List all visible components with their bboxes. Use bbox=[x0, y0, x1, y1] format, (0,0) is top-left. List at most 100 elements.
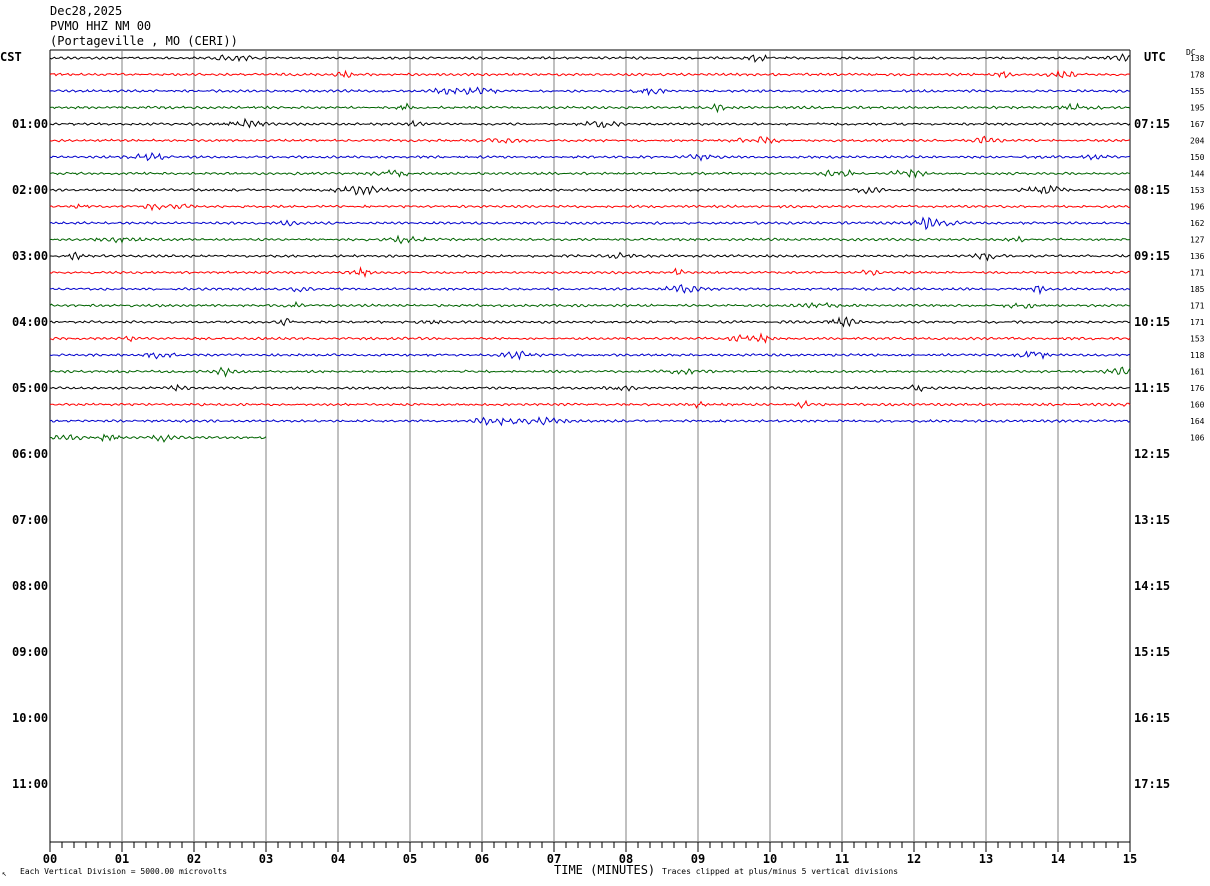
dc-offset-label: 153 bbox=[1190, 335, 1205, 344]
seismic-traces bbox=[49, 53, 1131, 443]
dc-offset-label: 144 bbox=[1190, 170, 1205, 179]
dc-offset-label: 160 bbox=[1190, 401, 1205, 410]
trace-line bbox=[49, 300, 1131, 309]
right-timezone-label: UTC bbox=[1144, 50, 1166, 64]
trace-line bbox=[49, 383, 1130, 393]
dc-offset-label: 171 bbox=[1190, 269, 1205, 278]
dc-offset-label: 171 bbox=[1190, 318, 1205, 327]
right-hour-label: 10:15 bbox=[1134, 315, 1170, 329]
left-hour-label: 09:00 bbox=[12, 645, 48, 659]
left-hour-label: 06:00 bbox=[12, 447, 48, 461]
dc-offset-label: 178 bbox=[1190, 71, 1205, 80]
x-tick-label: 04 bbox=[331, 852, 345, 866]
dc-label: DC bbox=[1186, 48, 1196, 57]
left-hour-label: 03:00 bbox=[12, 249, 48, 263]
right-hour-label: 14:15 bbox=[1134, 579, 1170, 593]
grid-lines bbox=[49, 49, 1131, 843]
left-hour-label: 10:00 bbox=[12, 711, 48, 725]
x-tick-label: 11 bbox=[835, 852, 849, 866]
x-axis-title: TIME (MINUTES) bbox=[554, 863, 656, 877]
x-tick-label: 07 bbox=[547, 852, 561, 866]
left-hour-label: 08:00 bbox=[12, 579, 48, 593]
left-timezone-label: CST bbox=[0, 50, 22, 64]
x-tick-label: 05 bbox=[403, 852, 417, 866]
dc-offset-label: 118 bbox=[1190, 351, 1205, 360]
x-tick-label: 14 bbox=[1051, 852, 1065, 866]
trace-line bbox=[49, 135, 1131, 145]
left-hour-label: 07:00 bbox=[12, 513, 48, 527]
right-hour-label: 13:15 bbox=[1134, 513, 1170, 527]
trace-line bbox=[49, 216, 1131, 231]
dc-offset-label: 136 bbox=[1190, 252, 1205, 261]
trace-line bbox=[49, 53, 1131, 63]
dc-offset-label: 164 bbox=[1190, 417, 1205, 426]
dc-offset-label: 138 bbox=[1190, 54, 1205, 63]
left-hour-label: 05:00 bbox=[12, 381, 48, 395]
x-tick-label: 12 bbox=[907, 852, 921, 866]
clip-note: Traces clipped at plus/minus 5 vertical … bbox=[662, 867, 899, 876]
right-hour-label: 11:15 bbox=[1134, 381, 1170, 395]
dc-offset-label: 196 bbox=[1190, 203, 1205, 212]
x-tick-label: 00 bbox=[43, 852, 57, 866]
trace-line bbox=[50, 433, 267, 443]
dc-offset-label: 167 bbox=[1190, 120, 1205, 129]
dc-offset-label: 153 bbox=[1190, 186, 1205, 195]
trace-line bbox=[49, 86, 1131, 97]
dc-offset-label: 185 bbox=[1190, 285, 1205, 294]
trace-line bbox=[49, 350, 1131, 361]
trace-line bbox=[49, 102, 1131, 114]
dc-offset-label: 155 bbox=[1190, 87, 1205, 96]
header-location: (Portageville , MO (CERI)) bbox=[50, 34, 238, 48]
x-tick-label: 06 bbox=[475, 852, 489, 866]
trace-line bbox=[49, 152, 1131, 162]
axis-labels: 00 01 02 03 04 05 06 07 08 09 10 11 12 13 14 15 01:00 02:… bbox=[12, 54, 1205, 866]
vertical-division-note: Each Vertical Division = 5000.00 microvo… bbox=[20, 867, 228, 876]
trace-line bbox=[50, 251, 1131, 262]
trace-line bbox=[49, 366, 1131, 378]
dc-offset-label: 150 bbox=[1190, 153, 1205, 162]
dc-offset-label: 176 bbox=[1190, 384, 1205, 393]
x-tick-label: 09 bbox=[691, 852, 705, 866]
left-hour-label: 04:00 bbox=[12, 315, 48, 329]
right-hour-label: 07:15 bbox=[1134, 117, 1170, 131]
trace-line bbox=[49, 265, 1131, 278]
left-hour-label: 02:00 bbox=[12, 183, 48, 197]
footer-mark: ↖ bbox=[2, 869, 7, 878]
x-tick-label: 01 bbox=[115, 852, 129, 866]
dc-offset-label: 204 bbox=[1190, 137, 1205, 146]
trace-line bbox=[49, 203, 1130, 212]
dc-offset-label: 195 bbox=[1190, 104, 1205, 113]
trace-line bbox=[49, 168, 1131, 179]
trace-line bbox=[49, 184, 1131, 196]
trace-line bbox=[49, 117, 1131, 129]
right-hour-label: 09:15 bbox=[1134, 249, 1170, 263]
x-axis-ticks bbox=[49, 842, 1131, 852]
right-hour-label: 08:15 bbox=[1134, 183, 1170, 197]
trace-line bbox=[49, 69, 1131, 79]
dc-offset-label: 171 bbox=[1190, 302, 1205, 311]
trace-line bbox=[49, 332, 1131, 344]
x-tick-label: 02 bbox=[187, 852, 201, 866]
x-tick-label: 13 bbox=[979, 852, 993, 866]
trace-line bbox=[49, 399, 1131, 409]
dc-offset-label: 161 bbox=[1190, 368, 1205, 377]
x-tick-label: 03 bbox=[259, 852, 273, 866]
dc-offset-label: 127 bbox=[1190, 236, 1205, 245]
header-station: PVMO HHZ NM 00 bbox=[50, 19, 152, 33]
x-tick-label: 10 bbox=[763, 852, 777, 866]
dc-offset-label: 162 bbox=[1190, 219, 1205, 228]
trace-line bbox=[49, 234, 1131, 245]
left-hour-label: 01:00 bbox=[12, 117, 48, 131]
right-hour-label: 16:15 bbox=[1134, 711, 1170, 725]
x-tick-label: 08 bbox=[619, 852, 633, 866]
right-hour-label: 17:15 bbox=[1134, 777, 1170, 791]
right-hour-label: 15:15 bbox=[1134, 645, 1170, 659]
trace-line bbox=[49, 416, 1131, 427]
dc-offset-label: 106 bbox=[1190, 434, 1205, 443]
right-hour-label: 12:15 bbox=[1134, 447, 1170, 461]
header-date: Dec28,2025 bbox=[50, 4, 123, 18]
x-tick-label: 15 bbox=[1123, 852, 1137, 866]
left-hour-label: 11:00 bbox=[12, 777, 48, 791]
trace-line bbox=[49, 284, 1131, 296]
